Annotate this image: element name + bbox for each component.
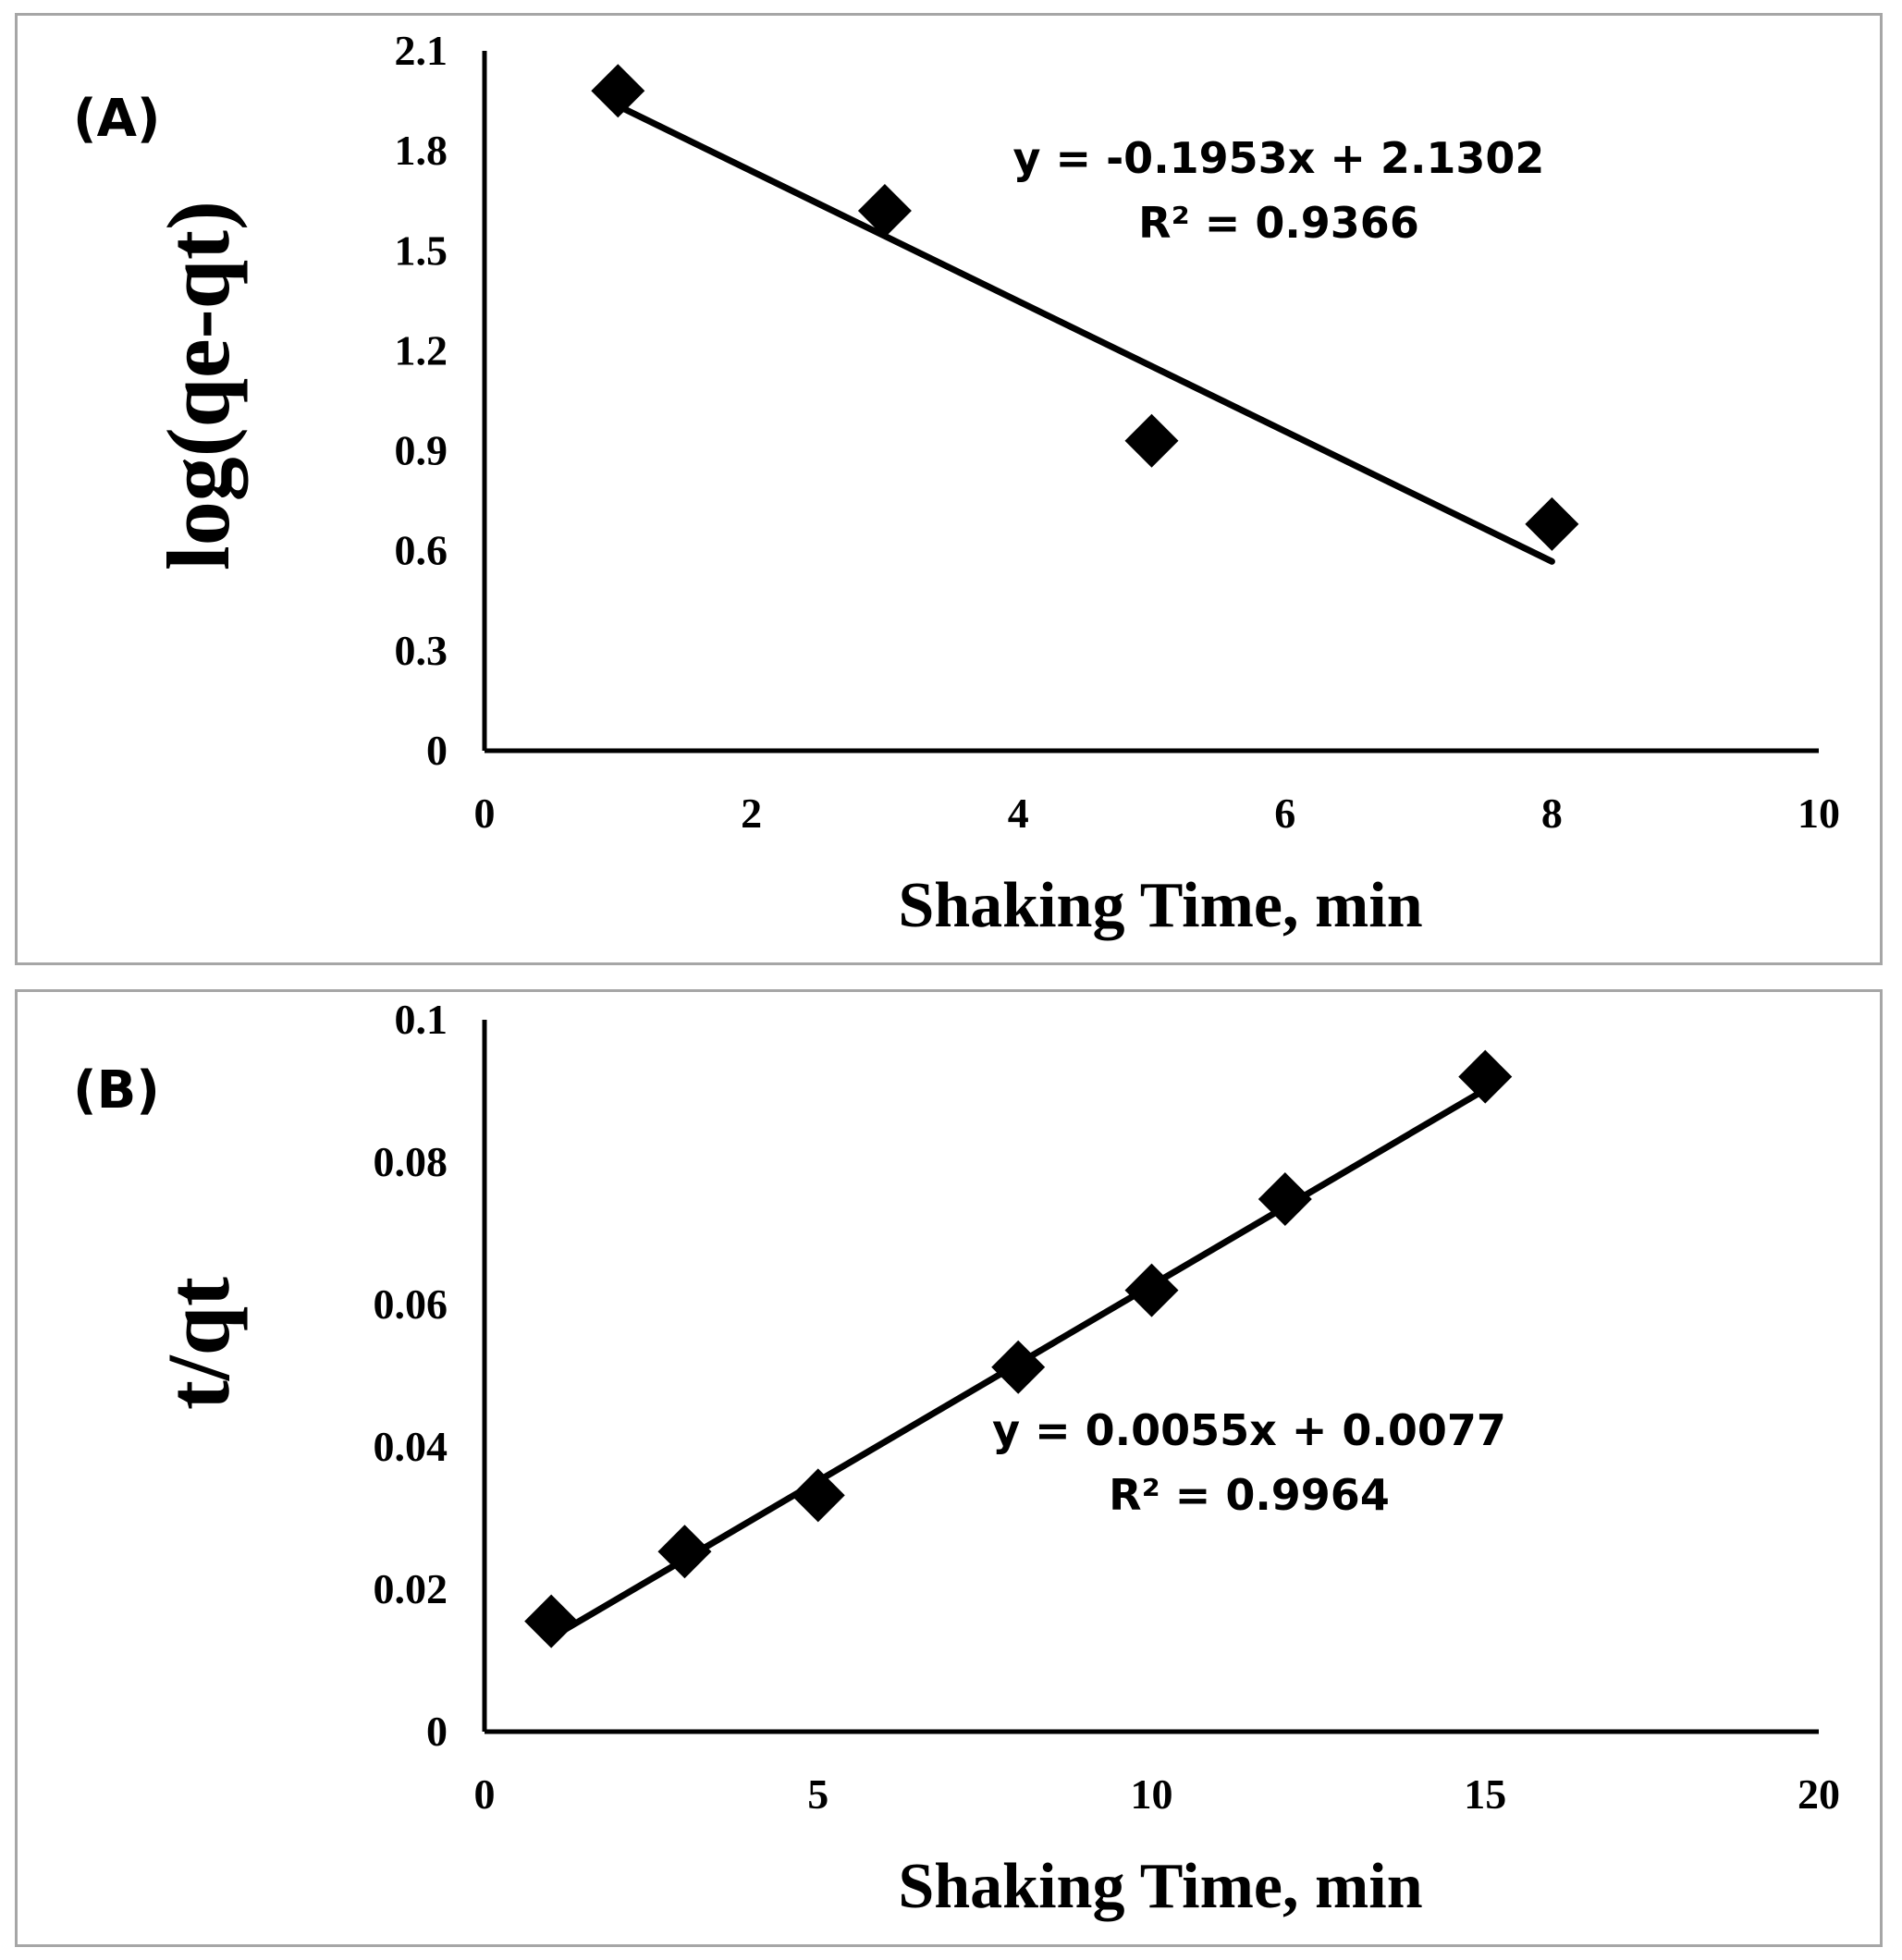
data-point-b-0 [524,1594,579,1648]
x-axis-label-b: Shaking Time, min [898,1851,1422,1922]
y-tick-label-b-2: 0.04 [374,1423,448,1470]
data-point-a-2 [1124,413,1179,468]
y-tick-label-b-0: 0 [426,1708,448,1755]
x-tick-label-a-3: 6 [1274,790,1295,837]
x-tick-label-a-2: 4 [1008,790,1029,837]
data-point-a-0 [591,64,645,118]
plot-area-b: 0 0.02 0.04 0.06 0.08 0.1 0 5 10 15 20 [374,996,1841,1818]
y-tick-label-a-4: 1.2 [395,326,448,374]
x-tick-label-a-4: 8 [1541,790,1563,837]
data-point-a-1 [857,184,912,239]
x-tick-label-a-5: 10 [1798,790,1840,837]
data-point-b-6 [1458,1049,1513,1104]
x-tick-label-b-2: 10 [1131,1770,1173,1818]
y-tick-label-b-5: 0.1 [395,996,448,1043]
y-tick-label-a-0: 0 [426,727,448,774]
chart-b-svg: (B) t/qt Shaking Time, min y = 0.0055x +… [73,996,1841,1922]
data-point-b-4 [1124,1263,1179,1317]
data-point-b-3 [991,1340,1046,1394]
chart-panel-b: (B) t/qt Shaking Time, min y = 0.0055x +… [15,989,1883,1947]
trendline-a [614,103,1555,565]
y-tick-label-a-1: 0.3 [395,627,448,674]
x-tick-label-b-4: 20 [1798,1770,1840,1818]
y-tick-label-b-1: 0.02 [374,1565,448,1612]
x-tick-label-b-0: 0 [474,1770,496,1818]
y-tick-label-a-6: 1.8 [395,127,448,174]
r-squared-b: R² = 0.9964 [1109,1470,1390,1520]
y-tick-label-a-5: 1.5 [395,227,448,274]
x-tick-label-a-0: 0 [474,790,496,837]
equation-b: y = 0.0055x + 0.0077 [992,1405,1506,1455]
y-tick-label-a-7: 2.1 [395,27,448,74]
data-point-b-5 [1258,1172,1312,1227]
y-tick-label-a-3: 0.9 [395,427,448,474]
equation-a: y = -0.1953x + 2.1302 [1013,133,1545,183]
plot-area-a: 0 0.3 0.6 0.9 1.2 1.5 1.8 2.1 0 2 4 6 8 10 [395,27,1841,837]
y-tick-label-b-4: 0.08 [374,1138,448,1185]
x-tick-label-a-1: 2 [741,790,762,837]
x-axis-label-a: Shaking Time, min [898,870,1422,941]
x-tick-label-b-3: 15 [1464,1770,1506,1818]
y-tick-label-b-3: 0.06 [374,1280,448,1328]
panel-label-a: (A) [73,89,161,149]
panel-label-b: (B) [73,1060,160,1121]
y-axis-label-b: t/qt [149,1277,248,1410]
chart-panel-a: (A) log(qe-qt) Shaking Time, min y = -0.… [15,13,1883,965]
y-tick-label-a-2: 0.6 [395,527,448,574]
data-point-a-3 [1525,496,1579,551]
data-point-b-1 [657,1525,712,1579]
r-squared-a: R² = 0.9366 [1138,198,1419,248]
y-axis-label-a: log(qe-qt) [149,201,248,570]
chart-a-svg: (A) log(qe-qt) Shaking Time, min y = -0.… [73,27,1841,941]
x-tick-label-b-1: 5 [807,1770,828,1818]
data-point-b-2 [791,1468,845,1523]
